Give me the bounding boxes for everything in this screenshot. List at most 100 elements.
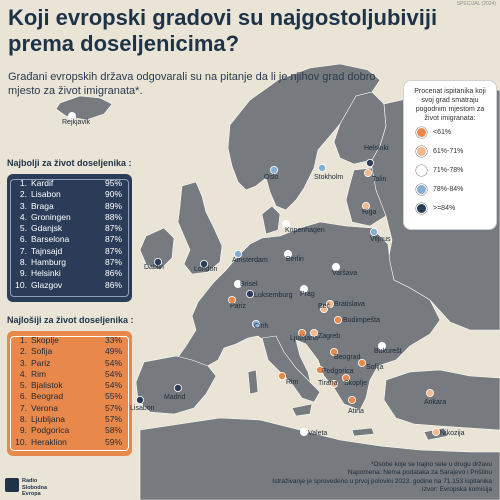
ranking-rank: 9. bbox=[19, 425, 27, 436]
ranking-city: Hamburg bbox=[31, 257, 66, 268]
city-marker bbox=[299, 427, 308, 436]
city-label: Viljnus bbox=[370, 236, 391, 243]
rse-logo bbox=[5, 478, 19, 492]
city-label: Lisabon bbox=[130, 405, 155, 412]
city-marker bbox=[153, 257, 162, 266]
ranking-rank: 3. bbox=[19, 200, 27, 211]
city-marker bbox=[369, 227, 378, 236]
city-label: London bbox=[194, 266, 218, 273]
legend-swatch bbox=[416, 146, 427, 157]
ranking-city: Verona bbox=[31, 402, 58, 413]
city-marker bbox=[173, 383, 182, 392]
ranking-row: 7. Tajnsajd 87% bbox=[11, 246, 132, 257]
ranking-row: 4. Rim 54% bbox=[11, 369, 132, 380]
ranking-rank: 1. bbox=[19, 178, 27, 188]
city-marker bbox=[227, 295, 236, 304]
ranking-rank: 3. bbox=[19, 357, 27, 368]
city-label: Bukurešt bbox=[374, 348, 402, 355]
ranking-rank: 2. bbox=[19, 346, 27, 357]
page-title: Koji evropski gradovi su najgostoljubivi… bbox=[8, 5, 438, 56]
city-label: Sofija bbox=[366, 364, 384, 371]
ranking-rank: 5. bbox=[19, 380, 27, 391]
ireland-shape bbox=[139, 227, 175, 271]
ranking-row: 6. Barselona 87% bbox=[11, 234, 132, 245]
ranking-city: Sofija bbox=[31, 346, 53, 357]
legend-item: >=84% bbox=[416, 203, 496, 214]
legend-label: <61% bbox=[433, 129, 452, 136]
ranking-percent: 57% bbox=[104, 402, 122, 413]
city-marker bbox=[245, 289, 254, 298]
city-label: Varšava bbox=[332, 270, 358, 277]
logo-text: Radio Slobodna Evropa bbox=[22, 478, 48, 497]
worst-list: 1. Skoplje 33% 2. Sofija 49% 3. Pariz 54% 4. Rim 54… bbox=[11, 335, 132, 448]
city-label: Pariz bbox=[230, 303, 246, 310]
ranking-rank: 9. bbox=[19, 268, 27, 279]
city-label: Ankara bbox=[424, 399, 447, 406]
city-label: Atina bbox=[348, 408, 364, 415]
ranking-row: 1. Kardif 95% bbox=[11, 178, 132, 189]
footer-note: Istraživanje je sprovedeno u prvoj polov… bbox=[272, 477, 492, 485]
ranking-row: 2. Sofija 49% bbox=[11, 346, 132, 357]
ranking-city: Rim bbox=[31, 368, 47, 379]
city-label: Berlin bbox=[286, 256, 304, 263]
baltics-shape bbox=[345, 167, 387, 227]
ranking-percent: 57% bbox=[104, 414, 122, 425]
best-box-border bbox=[10, 179, 129, 297]
city-marker bbox=[329, 347, 338, 356]
city-markers bbox=[68, 112, 440, 436]
footer-notes: *Osobe koje se trajno sele u drugu držav… bbox=[242, 461, 492, 494]
ranking-city: Heraklion bbox=[31, 436, 67, 447]
italy-shape bbox=[261, 335, 321, 403]
best-cities-box: 1. Kardif 95% 2. Lisabon 90% 3. Braga 89% 4. Groni… bbox=[7, 174, 132, 302]
ranking-percent: 88% bbox=[104, 211, 122, 222]
legend-swatch bbox=[416, 165, 427, 176]
crete-shape bbox=[351, 427, 375, 437]
britain-shape bbox=[177, 181, 223, 275]
city-label: Luksemburg bbox=[254, 292, 293, 299]
ranking-rank: 1. bbox=[19, 335, 27, 345]
ranking-percent: 86% bbox=[104, 279, 122, 290]
legend-item: <61% bbox=[416, 127, 496, 138]
legend-swatch bbox=[416, 184, 427, 195]
ranking-city: Lisabon bbox=[31, 189, 61, 200]
city-marker bbox=[425, 388, 434, 397]
ranking-percent: 54% bbox=[104, 368, 122, 379]
ranking-percent: 87% bbox=[104, 245, 122, 256]
ranking-rank: 8. bbox=[19, 414, 27, 425]
ranking-city: Groningen bbox=[31, 211, 71, 222]
page-subtitle: Građani evropskih država odgovarali su n… bbox=[8, 71, 376, 97]
ranking-percent: 49% bbox=[104, 346, 122, 357]
legend-label: >=84% bbox=[433, 205, 456, 212]
denmark-shape bbox=[261, 205, 281, 235]
city-marker bbox=[347, 395, 356, 404]
city-label: Valeta bbox=[308, 430, 328, 437]
ranking-row: 3. Pariz 54% bbox=[11, 358, 132, 369]
city-label: Podgorica bbox=[322, 368, 354, 375]
ranking-rank: 10. bbox=[15, 436, 27, 447]
ranking-percent: 87% bbox=[104, 257, 122, 268]
city-label: Bratislava bbox=[334, 301, 365, 308]
city-marker bbox=[333, 315, 342, 324]
ranking-rank: 2. bbox=[19, 189, 27, 200]
best-list: 1. Kardif 95% 2. Lisabon 90% 3. Braga 89% 4. Groni… bbox=[11, 178, 132, 291]
city-label: Zagreb bbox=[318, 333, 341, 340]
city-marker bbox=[299, 284, 308, 293]
ranking-row: 7. Verona 57% bbox=[11, 403, 132, 414]
ranking-city: Braga bbox=[31, 200, 54, 211]
ranking-percent: 95% bbox=[104, 178, 122, 188]
city-label: Tirana bbox=[318, 380, 338, 387]
city-marker bbox=[365, 158, 374, 167]
ranking-rank: 5. bbox=[19, 223, 27, 234]
ranking-row: 6. Beograd 55% bbox=[11, 391, 132, 402]
scandinavia-shape bbox=[227, 63, 381, 211]
city-marker bbox=[233, 249, 242, 258]
city-label: Brisel bbox=[240, 281, 258, 288]
city-label: Madrid bbox=[164, 394, 186, 401]
ranking-row: 5. Bjalistok 54% bbox=[11, 380, 132, 391]
ranking-city: Tajnsajd bbox=[31, 245, 63, 256]
ranking-city: Glazgov bbox=[31, 279, 63, 290]
ranking-rank: 6. bbox=[19, 234, 27, 245]
city-label: Cirih bbox=[254, 323, 269, 330]
sardinia-shape bbox=[247, 369, 259, 395]
city-marker bbox=[329, 379, 338, 388]
